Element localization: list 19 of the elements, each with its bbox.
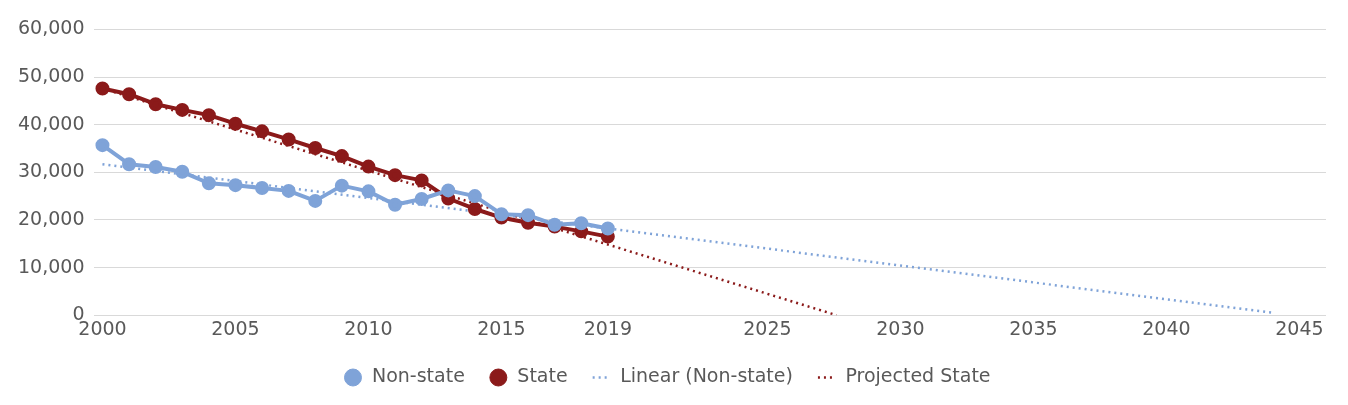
y-tick-label: 50,000 [18,63,85,86]
x-tick-label: 2030 [876,316,925,339]
y-tick-label: 10,000 [18,254,85,277]
legend-label: State [517,364,568,387]
y-tick-label: 30,000 [18,159,85,182]
x-tick-label: 2035 [1009,316,1058,339]
x-tick-label: 2005 [211,316,260,339]
legend-label: Non-state [371,364,465,387]
x-tick-label: 2019 [583,316,633,339]
x-tick-label: 2010 [344,316,393,339]
x-tick-label: 2040 [1142,316,1191,339]
y-tick-label: 60,000 [18,16,85,39]
legend-label: Projected State [845,364,991,387]
x-tick-label: 2015 [477,316,526,339]
x-tick-label: 2025 [743,316,792,339]
y-tick-label: 40,000 [18,111,85,134]
y-tick-label: 20,000 [18,206,85,229]
x-tick-label: 2045 [1275,316,1324,339]
legend-label: Linear (Non-state) [620,364,793,387]
